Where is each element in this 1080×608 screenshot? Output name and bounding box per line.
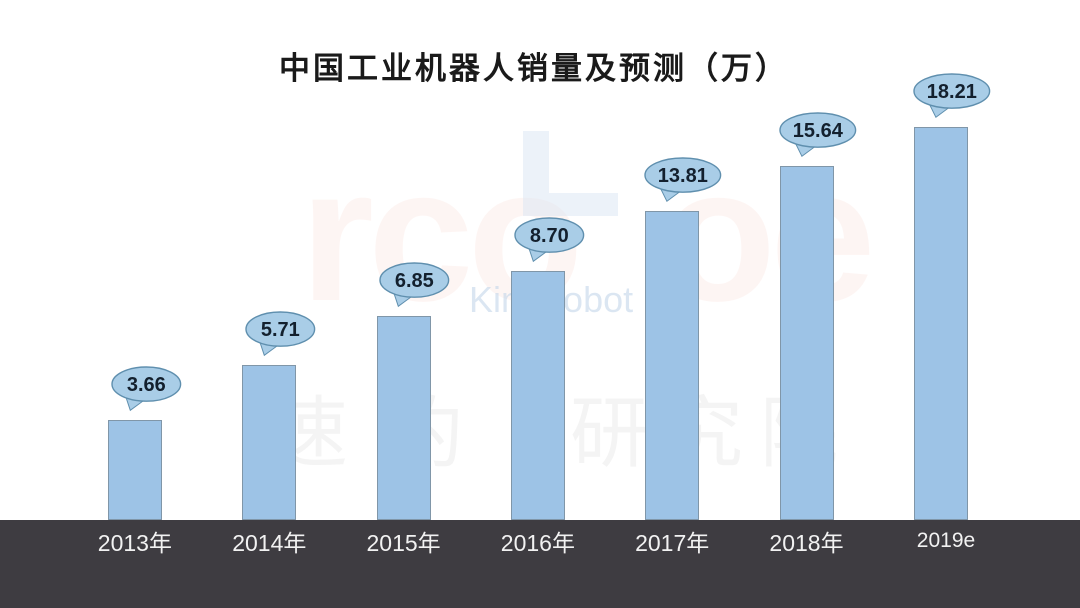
svg-text:3.66: 3.66 [126,374,165,396]
svg-text:6.85: 6.85 [395,270,434,292]
svg-text:13.81: 13.81 [658,165,708,187]
svg-text:18.21: 18.21 [927,81,977,103]
svg-text:8.70: 8.70 [529,225,568,247]
svg-text:5.71: 5.71 [261,319,300,341]
svg-text:研: 研 [570,389,648,477]
svg-text:15.64: 15.64 [792,120,843,142]
